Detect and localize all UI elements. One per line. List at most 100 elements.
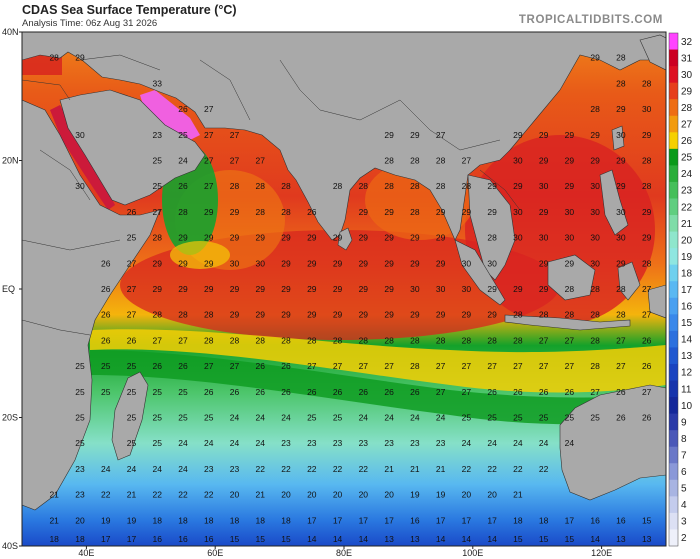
sst-value-label: 23 [230, 464, 240, 474]
sst-value-label: 19 [101, 515, 111, 525]
sst-value-label: 20 [75, 515, 85, 525]
colorbar-label: 22 [681, 202, 693, 213]
sst-value-label: 28 [436, 181, 446, 191]
colorbar-swatch [669, 380, 678, 398]
sst-value-label: 22 [281, 464, 291, 474]
sst-value-label: 28 [590, 310, 600, 320]
arabian-peninsula [59, 89, 206, 206]
sst-value-label: 30 [616, 130, 626, 140]
sst-value-label: 29 [384, 130, 394, 140]
sst-value-label: 25 [101, 361, 111, 371]
sst-value-label: 28 [590, 335, 600, 345]
sst-value-label: 28 [153, 233, 163, 243]
new-guinea-land [647, 284, 666, 319]
sst-value-label: 30 [590, 233, 600, 243]
eurasia-land [22, 32, 666, 241]
colorbar-swatch [669, 430, 678, 448]
sst-value-label: 23 [384, 438, 394, 448]
sst-value-label: 22 [333, 464, 343, 474]
sst-value-label: 29 [333, 258, 343, 268]
sst-value-label: 25 [204, 413, 214, 423]
sst-value-label: 28 [204, 335, 214, 345]
colorbar-swatch [669, 463, 678, 481]
sst-value-label: 27 [642, 387, 652, 397]
java-land [504, 314, 631, 331]
sst-value-label: 22 [513, 464, 523, 474]
sst-value-label: 28 [410, 207, 420, 217]
y-tick-label: 20N [2, 156, 19, 166]
sst-value-label: 24 [256, 413, 266, 423]
sst-value-label: 22 [307, 464, 317, 474]
x-tick-label: 60E [207, 548, 223, 558]
sst-value-label: 29 [410, 130, 420, 140]
sst-value-label: 26 [616, 413, 626, 423]
sst-value-label: 29 [436, 310, 446, 320]
colorbar-swatch [669, 330, 678, 348]
sst-value-label: 25 [101, 387, 111, 397]
sst-value-label: 27 [539, 335, 549, 345]
sst-value-label: 29 [513, 130, 523, 140]
sst-value-label: 29 [616, 104, 626, 114]
sst-value-label: 23 [359, 438, 369, 448]
sst-value-label: 24 [230, 413, 240, 423]
sst-value-label: 27 [127, 258, 137, 268]
sst-value-label: 29 [462, 207, 472, 217]
sst-value-label: 22 [204, 490, 214, 500]
sst-value-label: 14 [590, 534, 600, 544]
colorbar-swatch [669, 215, 678, 233]
philippines-land [599, 169, 629, 236]
colorbar-label: 11 [681, 384, 692, 395]
sst-value-label: 29 [642, 130, 652, 140]
sst-value-label: 26 [101, 310, 111, 320]
sri-lanka [337, 227, 353, 251]
sst-value-label: 29 [204, 258, 214, 268]
map-plot-area [22, 32, 666, 546]
sst-value-label: 25 [539, 413, 549, 423]
colorbar-swatch [669, 165, 678, 183]
sst-value-label: 26 [307, 207, 317, 217]
colorbar-label: 17 [681, 285, 693, 296]
sst-value-label: 17 [565, 515, 575, 525]
sst-value-label: 29 [384, 310, 394, 320]
sst-value-label: 27 [539, 361, 549, 371]
border-line [22, 319, 91, 336]
sst-value-label: 29 [616, 156, 626, 166]
sst-value-label: 29 [230, 284, 240, 294]
sst-value-label: 30 [487, 258, 497, 268]
sumatra-land [454, 239, 506, 306]
sst-value-label: 26 [256, 361, 266, 371]
border-line [22, 239, 121, 251]
sst-value-label: 29 [307, 258, 317, 268]
sst-value-label: 29 [539, 207, 549, 217]
sst-value-label: 28 [178, 207, 188, 217]
sst-value-label: 29 [436, 258, 446, 268]
sst-value-label: 28 [410, 181, 420, 191]
sst-value-label: 28 [256, 181, 266, 191]
colorbar-swatch [669, 314, 678, 332]
sst-value-label: 26 [101, 284, 111, 294]
sst-value-label: 25 [178, 130, 188, 140]
sst-value-label: 28 [153, 310, 163, 320]
colorbar-swatch [669, 248, 678, 266]
sst-value-label: 28 [49, 53, 59, 63]
sst-value-label: 25 [127, 233, 137, 243]
sst-value-label: 17 [436, 515, 446, 525]
sst-value-label: 29 [256, 310, 266, 320]
sst-value-label: 30 [256, 258, 266, 268]
sst-value-label: 25 [75, 438, 85, 448]
sst-value-label: 29 [565, 181, 575, 191]
sst-value-label: 28 [565, 284, 575, 294]
border-line [79, 54, 161, 71]
sst-value-label: 23 [436, 438, 446, 448]
sst-value-label: 24 [281, 413, 291, 423]
sulawesi-land [617, 261, 641, 301]
sst-value-label: 21 [410, 464, 420, 474]
sst-value-label: 30 [590, 258, 600, 268]
sst-value-label: 26 [178, 104, 188, 114]
sst-value-label: 17 [384, 515, 394, 525]
sst-value-label: 17 [333, 515, 343, 525]
sst-value-label: 27 [127, 310, 137, 320]
sst-value-label: 29 [281, 310, 291, 320]
indochina-land [467, 174, 516, 281]
sst-value-label: 26 [127, 207, 137, 217]
